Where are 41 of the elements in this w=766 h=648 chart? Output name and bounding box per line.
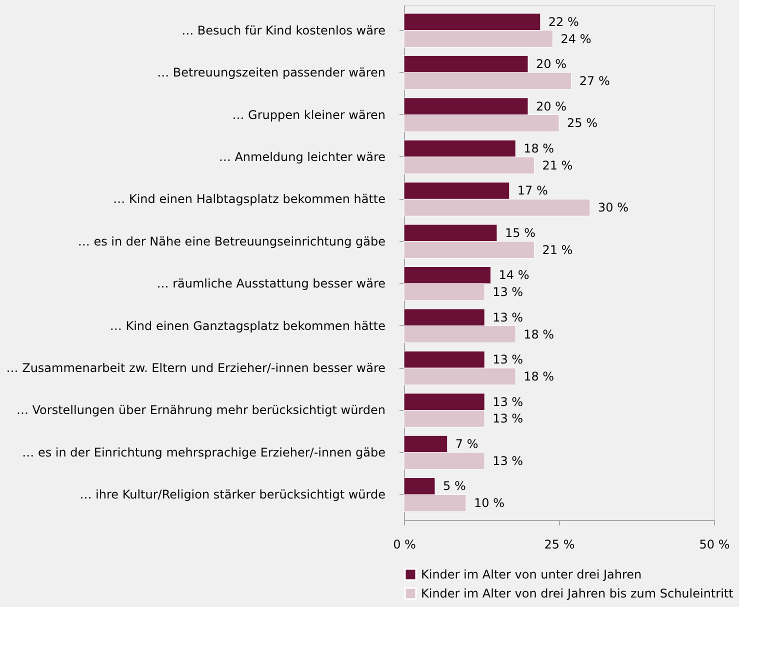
data-label: 13 % [492,454,524,468]
data-label: 20 % [536,99,566,114]
data-label: 13 % [492,285,524,300]
data-label: 20 % [536,57,566,72]
y-tick-label: … Betreuungszeiten passender wären [157,66,386,80]
data-label: 18 % [524,142,554,156]
y-tick-label: … es in der Einrichtung mehrsprachige Erzieher/-innen gäbe [22,445,386,460]
y-tick-label: … Zusammenarbeit zw. Eltern und Erzieher/-innen besser wäre [6,361,386,376]
data-label: 10 % [474,496,504,510]
data-label: 13 % [492,310,524,324]
data-label: 24 % [560,32,592,46]
data-label: 21 % [542,158,573,172]
x-tick-label: 0 % [393,538,416,552]
data-label: 18 % [524,327,554,342]
x-tick-label: 25 % [544,538,575,552]
data-label: 17 % [517,184,548,198]
legend-label: Kinder im Alter von drei Jahren bis zum Schuleintritt [421,586,734,600]
data-label: 13 % [492,394,524,409]
y-tick-label: … Kind einen Ganztagsplatz bekommen hätte [110,318,386,333]
y-tick-label: … räumliche Ausstattung besser wäre [156,276,386,291]
data-label: 7 % [455,437,478,452]
y-tick-label: … ihre Kultur/Religion stärker berücksichtigt würde [80,488,386,502]
data-label: 25 % [567,116,598,130]
data-label: 22 % [548,14,579,29]
data-label: 14 % [498,268,530,282]
data-label: 21 % [542,242,573,257]
legend-label: Kinder im Alter von unter drei Jahren [421,568,642,582]
data-label: 13 % [492,352,524,367]
data-label: 30 % [598,200,628,215]
data-label: 15 % [505,226,536,240]
y-tick-label: … Vorstellungen über Ernährung mehr berücksichtigt würden [16,403,386,418]
x-tick-label: 50 % [699,538,730,552]
y-tick-label: … Gruppen kleiner wären [232,108,386,122]
y-tick-label: … Besuch für Kind kostenlos wäre [182,23,386,38]
data-label: 27 % [579,74,610,88]
y-tick-label: … Kind einen Halbtagsplatz bekommen hätte [113,192,386,206]
data-label: 18 % [524,369,554,384]
y-tick-label: … Anmeldung leichter wäre [218,150,386,164]
data-label: 5 % [443,479,466,494]
data-label: 13 % [492,412,524,426]
y-tick-label: … es in der Nähe eine Betreuungseinrichtung gäbe [78,234,386,248]
